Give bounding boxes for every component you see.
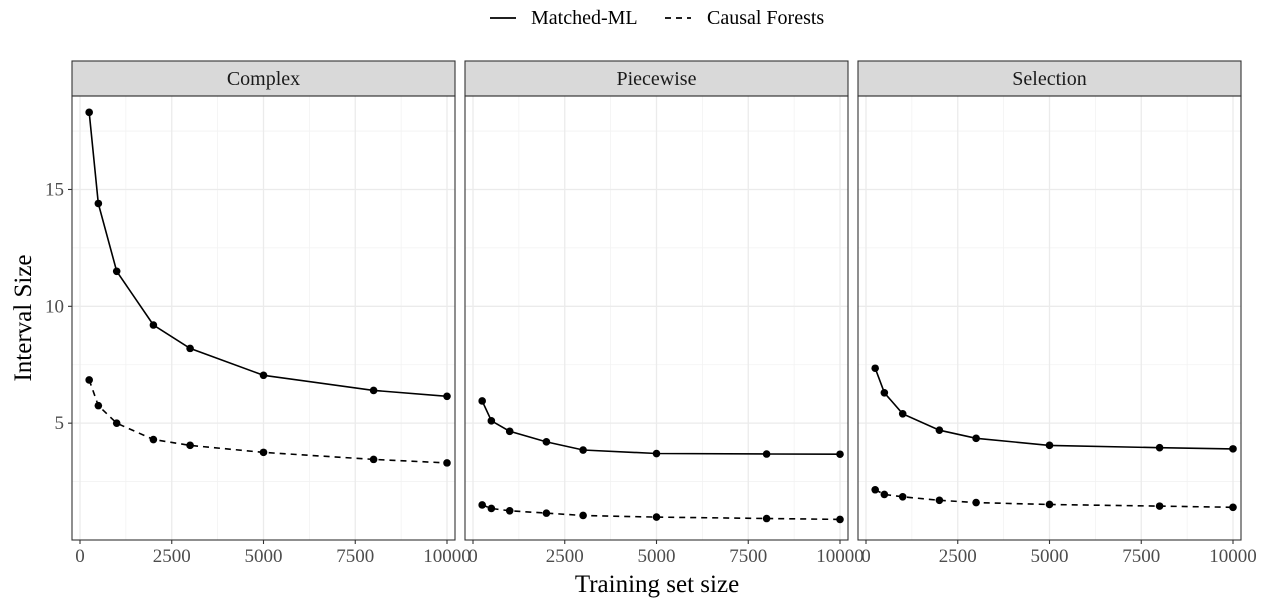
facet-panels: Complex 0 2500 5000 7500 10000 Piecewise 0 2500 5…: [71, 60, 1257, 567]
data-point: [369, 455, 378, 464]
x-tick-label: 7500: [336, 546, 374, 567]
data-point: [94, 199, 103, 208]
legend-label-causal-forests: Causal Forests: [707, 7, 824, 29]
x-tick-label: 0: [468, 546, 478, 567]
data-point: [880, 388, 889, 397]
data-point: [1045, 500, 1054, 509]
x-tick-label: 7500: [729, 546, 767, 567]
series-line-matched-ml: [88, 112, 448, 398]
data-point: [259, 448, 268, 457]
data-point: [1229, 445, 1237, 453]
data-point: [935, 496, 944, 505]
data-point: [871, 364, 879, 373]
legend-label-matched-ml: Matched-ML: [531, 7, 638, 29]
series-line-matched-ml: [874, 367, 1234, 450]
data-point: [85, 376, 93, 384]
y-tick-label: 10: [45, 296, 64, 317]
data-point: [972, 434, 980, 443]
y-tick-label: 5: [55, 413, 65, 434]
facet-strip: [464, 60, 849, 97]
x-tick-label: 5000: [245, 546, 283, 567]
data-point: [836, 515, 844, 524]
data-point: [880, 490, 889, 499]
data-point: [149, 435, 158, 444]
data-point: [898, 492, 907, 501]
data-point: [505, 427, 514, 436]
data-point: [1229, 503, 1237, 512]
x-tick-label: 10000: [1209, 546, 1257, 567]
y-tick-label: 15: [45, 179, 64, 200]
data-point: [972, 498, 980, 507]
data-point: [94, 401, 103, 410]
facet-title-complex: Complex: [227, 68, 300, 90]
data-point: [1155, 502, 1164, 510]
data-point: [443, 459, 451, 467]
x-tick-label: 10000: [423, 546, 471, 567]
data-point: [259, 371, 268, 380]
facet-title-selection: Selection: [1012, 68, 1086, 90]
x-tick-label: 5000: [1031, 546, 1069, 567]
facet-strip: [71, 60, 456, 97]
facet-title-piecewise: Piecewise: [617, 68, 697, 90]
data-point: [898, 410, 907, 418]
x-tick-label: 2500: [546, 546, 584, 567]
x-tick-label: 2500: [153, 546, 191, 567]
data-point: [542, 438, 551, 446]
series-matched-ml: [871, 364, 1237, 453]
data-point: [85, 108, 93, 117]
x-tick-label: 5000: [638, 546, 676, 567]
series-causal-forests: [85, 376, 451, 467]
legend: Matched-ML Causal Forests: [490, 7, 824, 29]
x-axis-title: Training set size: [575, 571, 739, 598]
series-line-causal-forests: [88, 379, 448, 464]
panel-complex: Complex 0 2500 5000 7500 10000: [71, 60, 471, 567]
data-point: [112, 267, 121, 276]
data-point: [542, 509, 551, 517]
x-tick-label: 10000: [816, 546, 864, 567]
data-point: [443, 392, 451, 401]
data-point: [487, 417, 496, 425]
data-point: [487, 504, 496, 513]
panel-selection: Selection 0 2500 5000 7500 10000: [857, 60, 1257, 567]
y-axis-title: Interval Size: [10, 254, 37, 381]
data-point: [186, 441, 194, 450]
data-point: [762, 450, 771, 458]
data-point: [369, 386, 378, 395]
y-axis: 5 10 15: [45, 179, 72, 434]
x-tick-label: 2500: [939, 546, 977, 567]
x-tick-label: 7500: [1122, 546, 1160, 567]
series-matched-ml: [478, 397, 844, 459]
data-point: [871, 485, 879, 494]
data-point: [1155, 443, 1164, 452]
data-point: [186, 344, 194, 353]
series-causal-forests: [871, 485, 1237, 512]
data-point: [149, 321, 158, 329]
data-point: [652, 513, 661, 521]
series-causal-forests: [478, 501, 844, 524]
data-point: [935, 426, 944, 434]
data-point: [478, 501, 486, 509]
x-tick-label: 0: [861, 546, 871, 567]
data-point: [1045, 441, 1054, 450]
data-point: [112, 419, 121, 427]
panel-piecewise: Piecewise 0 2500 5000 7500 10000: [464, 60, 864, 567]
data-point: [579, 446, 587, 454]
data-point: [762, 514, 771, 523]
series-matched-ml: [85, 108, 451, 401]
x-tick-label: 0: [75, 546, 85, 567]
data-point: [652, 449, 661, 458]
data-point: [579, 511, 587, 520]
data-point: [505, 506, 514, 515]
data-point: [836, 450, 844, 459]
data-point: [478, 397, 486, 405]
